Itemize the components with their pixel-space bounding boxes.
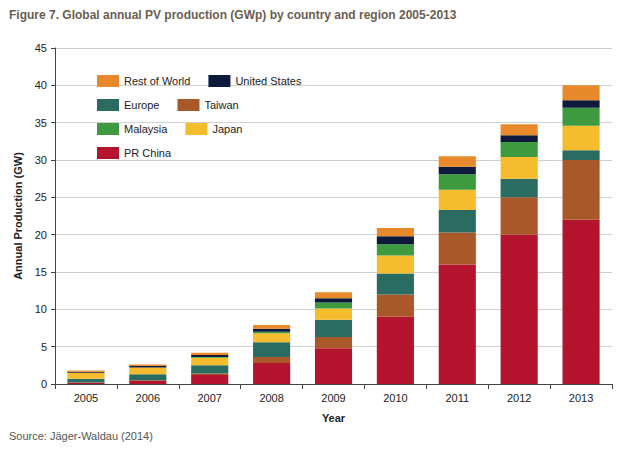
- svg-text:2010: 2010: [383, 392, 407, 404]
- svg-text:Annual Production (GW): Annual Production (GW): [12, 152, 24, 280]
- svg-text:2008: 2008: [259, 392, 283, 404]
- svg-text:0: 0: [41, 378, 47, 390]
- svg-text:2013: 2013: [569, 392, 593, 404]
- svg-text:5: 5: [41, 341, 47, 353]
- svg-text:30: 30: [35, 154, 47, 166]
- svg-text:2011: 2011: [445, 392, 469, 404]
- svg-text:2009: 2009: [321, 392, 345, 404]
- svg-text:Taiwan: Taiwan: [204, 99, 238, 111]
- svg-text:Figure 7. Global annual PV pro: Figure 7. Global annual PV production (G…: [9, 8, 457, 22]
- svg-text:40: 40: [35, 79, 47, 91]
- svg-text:Japan: Japan: [212, 123, 242, 135]
- svg-text:25: 25: [35, 191, 47, 203]
- svg-text:35: 35: [35, 117, 47, 129]
- svg-text:Year: Year: [322, 412, 346, 424]
- svg-text:15: 15: [35, 266, 47, 278]
- svg-text:10: 10: [35, 303, 47, 315]
- svg-text:Rest of World: Rest of World: [124, 75, 190, 87]
- svg-text:45: 45: [35, 42, 47, 54]
- svg-text:Europe: Europe: [124, 99, 159, 111]
- svg-text:2006: 2006: [136, 392, 160, 404]
- svg-text:PR China: PR China: [124, 147, 172, 159]
- svg-text:2007: 2007: [197, 392, 221, 404]
- svg-text:Source: Jäger-Waldau (2014): Source: Jäger-Waldau (2014): [9, 430, 153, 442]
- svg-text:United States: United States: [235, 75, 302, 87]
- svg-text:2012: 2012: [507, 392, 531, 404]
- svg-text:2005: 2005: [74, 392, 98, 404]
- svg-text:20: 20: [35, 229, 47, 241]
- svg-text:Malaysia: Malaysia: [124, 123, 168, 135]
